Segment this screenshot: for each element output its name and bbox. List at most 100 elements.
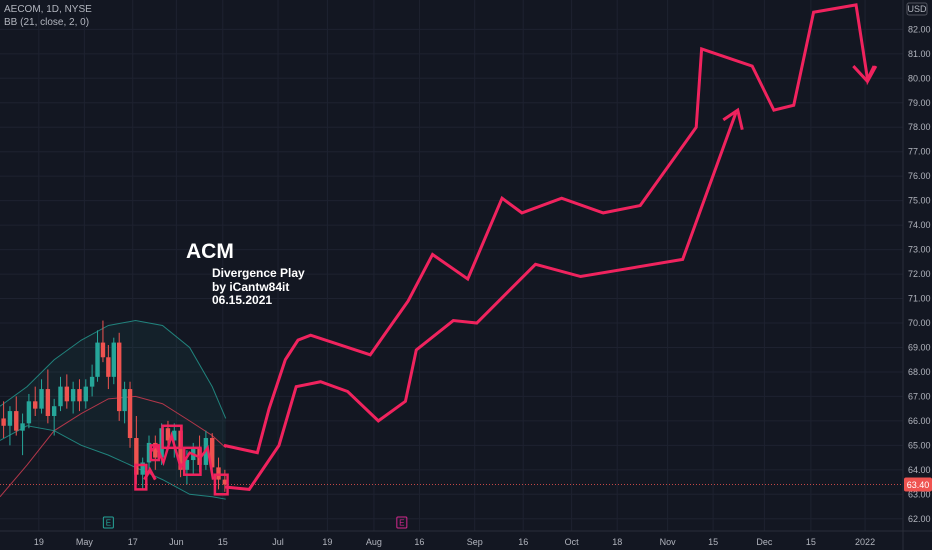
y-tick-label: 70.00: [908, 318, 931, 328]
candle-body: [45, 389, 51, 416]
y-tick-label: 79.00: [908, 98, 931, 108]
candle: [83, 379, 88, 409]
candle: [146, 435, 152, 473]
x-tick-label: Nov: [660, 537, 677, 547]
y-tick-label: 75.00: [908, 196, 931, 206]
x-tick-label: 18: [612, 537, 622, 547]
candle: [45, 369, 51, 424]
symbol-legend[interactable]: AECOM, 1D, NYSE: [4, 4, 92, 15]
candle-body: [116, 342, 122, 412]
candle: [20, 413, 25, 456]
currency-label: USD: [907, 4, 927, 14]
candle: [127, 381, 133, 448]
candle: [51, 398, 57, 436]
y-tick-label: 71.00: [908, 294, 931, 304]
earnings-box: [396, 516, 408, 529]
x-tick-label: 15: [218, 537, 228, 547]
x-tick-label: 16: [518, 537, 528, 547]
earnings-marker: E: [396, 516, 408, 529]
x-tick-label: Dec: [756, 537, 773, 547]
candle: [111, 337, 116, 385]
candle: [64, 374, 70, 409]
candle: [77, 379, 82, 412]
x-tick-label: 17: [128, 537, 138, 547]
price-badge-bg: [904, 477, 932, 492]
x-tick-label: 16: [414, 537, 424, 547]
pattern-box-3: [161, 424, 183, 450]
x-tick-label: Aug: [366, 537, 382, 547]
x-tick-label: Oct: [565, 537, 580, 547]
indicator-legend[interactable]: BB (21, close, 2, 0): [4, 17, 90, 28]
candle-body: [140, 462, 145, 475]
y-tick-label: 68.00: [908, 367, 931, 377]
candle: [95, 330, 100, 382]
candle: [1, 401, 6, 439]
candle-body: [33, 401, 38, 409]
candle: [172, 423, 177, 458]
y-tick-label: 65.00: [908, 440, 931, 450]
candle-body: [153, 442, 158, 458]
candle-body: [222, 479, 228, 485]
y-tick-label: 63.00: [908, 489, 931, 499]
candle: [140, 457, 145, 490]
x-tick-label: 19: [322, 537, 332, 547]
pattern-box-1: [134, 463, 148, 491]
candle-body: [106, 357, 111, 377]
candle-body: [77, 389, 82, 402]
candle-body: [70, 389, 76, 402]
candle-body: [7, 411, 13, 426]
candle: [122, 381, 127, 424]
y-tick-label: 73.00: [908, 245, 931, 255]
candle-body: [14, 411, 19, 431]
candle-body: [134, 438, 139, 475]
annotation-ticker: ACM: [186, 240, 234, 263]
candle: [7, 406, 13, 446]
upper-projection: [223, 3, 878, 455]
x-tick-label: Jun: [169, 537, 184, 547]
currency-box: [906, 2, 928, 16]
x-tick-label: 15: [806, 537, 816, 547]
bb-upper-line: [0, 320, 227, 419]
candle: [106, 345, 111, 390]
candle-body: [20, 423, 25, 431]
bb-basis-line: [0, 395, 227, 498]
lower-projection: [224, 112, 738, 491]
y-tick-label: 72.00: [908, 269, 931, 279]
final-arrow-head: [852, 65, 876, 84]
x-tick-label: Sep: [467, 537, 483, 547]
y-tick-label: 82.00: [908, 24, 931, 34]
candle: [153, 435, 158, 470]
y-tick-label: 69.00: [908, 342, 931, 352]
candle-body: [89, 376, 95, 387]
candle-body: [111, 342, 116, 377]
candle-body: [1, 418, 6, 426]
candle-body: [184, 460, 190, 470]
candle: [26, 393, 32, 429]
y-tick-label: 78.00: [908, 122, 931, 132]
candle-body: [51, 406, 57, 416]
price-badge-label: 63.40: [907, 480, 930, 490]
y-tick-label: 76.00: [908, 171, 931, 181]
candle-body: [83, 386, 88, 402]
candle-body: [58, 386, 63, 407]
candle-body: [165, 428, 171, 441]
annotation-date: 06.15.2021: [212, 293, 273, 307]
candle-body: [172, 430, 177, 441]
candle-body: [210, 438, 215, 468]
earnings-marker: E: [102, 516, 114, 529]
earnings-label: E: [106, 519, 111, 528]
y-tick-label: 77.00: [908, 147, 931, 157]
pattern-box-5: [213, 473, 229, 496]
rise-arrow-head: [722, 107, 744, 131]
candle: [39, 379, 44, 414]
bb-lower-line: [0, 425, 226, 500]
candle-body: [178, 430, 183, 470]
candle: [14, 396, 19, 436]
candle-body: [39, 389, 44, 409]
y-tick-label: 80.00: [908, 73, 931, 83]
x-tick-label: May: [76, 537, 94, 547]
candle-body: [146, 442, 152, 463]
earnings-box: [102, 516, 114, 529]
candle-body: [64, 386, 70, 402]
